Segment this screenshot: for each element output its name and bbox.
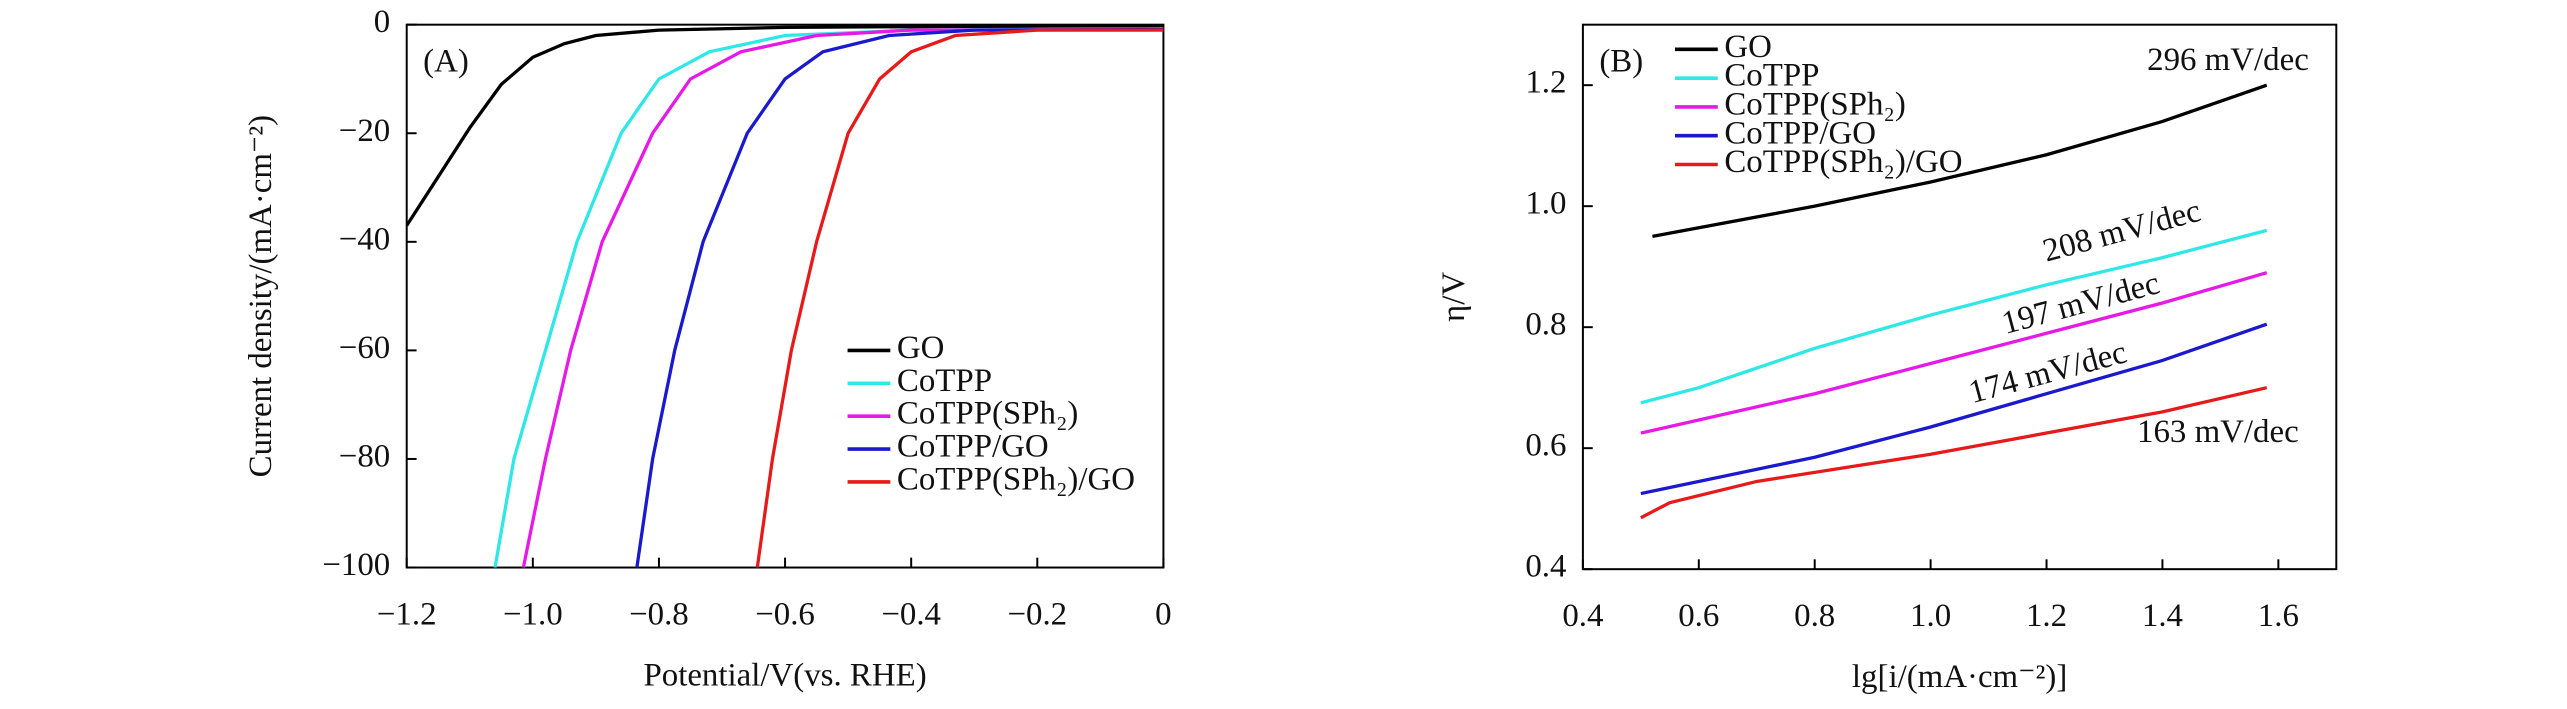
x-tick-label: 0.8 — [1794, 598, 1835, 634]
slope-annotation: 208 mV/dec — [2039, 193, 2204, 270]
series-line — [1640, 228, 2268, 405]
slope-annotation: 174 mV/dec — [1965, 334, 2130, 411]
slope-annotation: 163 mV/dec — [2137, 414, 2299, 450]
series-line — [406, 24, 1164, 227]
panel: −1.2 −1.0 −0.8 −0.6 −0.4 −0.2 0 0 −20 −40 −60 −80 −1… — [243, 4, 1172, 693]
y-tick-label: −100 — [322, 547, 390, 583]
x-tick-label: −1.0 — [503, 596, 563, 632]
panel-label: (B) — [1599, 44, 1643, 80]
legend-label: GO — [1724, 29, 1772, 65]
legend-label: CoTPP(SPh₂) — [897, 396, 1078, 432]
legend-label: CoTPP(SPh₂)/GO — [1724, 144, 1962, 180]
legend-label: CoTPP — [1724, 58, 1819, 94]
series-line — [1640, 322, 2268, 496]
series-line — [635, 27, 1164, 568]
legend-label: CoTPP(SPh₂)/GO — [897, 462, 1135, 498]
y-axis-label: Current density/(mA·cm⁻²) — [243, 115, 279, 477]
legend-label: CoTPP — [897, 363, 992, 399]
slope-annotation: 296 mV/dec — [2147, 42, 2309, 78]
panel: 0.4 0.6 0.8 1.0 1.2 1.4 1.6 0.4 0.6 0.8 1.0 1.2 lg[i… — [1436, 23, 2338, 695]
series-line — [1652, 83, 2268, 239]
x-tick-label: −0.2 — [1007, 596, 1067, 632]
x-tick-label: 0 — [1155, 596, 1171, 632]
legend-label: CoTPP(SPh₂) — [1724, 86, 1905, 122]
x-tick-label: 1.2 — [2026, 598, 2067, 634]
x-tick-label: 1.0 — [1910, 598, 1951, 634]
x-tick-label: 1.4 — [2142, 598, 2183, 634]
x-tick-label: 1.6 — [2258, 598, 2299, 634]
y-tick-label: 0.4 — [1525, 549, 1566, 585]
series-line — [1640, 271, 2268, 435]
x-tick-label: −1.2 — [377, 596, 437, 632]
y-tick-label: −60 — [339, 330, 390, 366]
y-tick-label: −80 — [339, 439, 390, 475]
panel-label: (A) — [423, 44, 469, 80]
x-tick-label: 0.6 — [1678, 598, 1719, 634]
legend-label: CoTPP/GO — [1724, 115, 1876, 151]
y-tick-label: −20 — [339, 113, 390, 149]
y-tick-label: −40 — [339, 221, 390, 257]
series-line — [755, 28, 1164, 568]
y-tick-label: 0 — [374, 4, 390, 40]
y-axis-label: η/V — [1436, 272, 1472, 322]
legend-label: GO — [897, 330, 945, 366]
y-tick-label: 0.6 — [1525, 428, 1566, 464]
x-axis-label: Potential/V(vs. RHE) — [643, 657, 926, 693]
y-tick-label: 1.2 — [1525, 65, 1566, 101]
y-tick-label: 0.8 — [1525, 307, 1566, 343]
legend-label: CoTPP/GO — [897, 429, 1049, 465]
plot-frame — [1581, 23, 2338, 571]
y-tick-label: 1.0 — [1525, 186, 1566, 222]
x-tick-label: −0.8 — [629, 596, 689, 632]
x-tick-label: 0.4 — [1562, 598, 1603, 634]
x-axis-label: lg[i/(mA·cm⁻²)] — [1852, 659, 2067, 695]
x-tick-label: −0.6 — [755, 596, 815, 632]
x-tick-label: −0.4 — [881, 596, 941, 632]
series-line — [1640, 386, 2268, 520]
series-line — [521, 27, 1164, 568]
